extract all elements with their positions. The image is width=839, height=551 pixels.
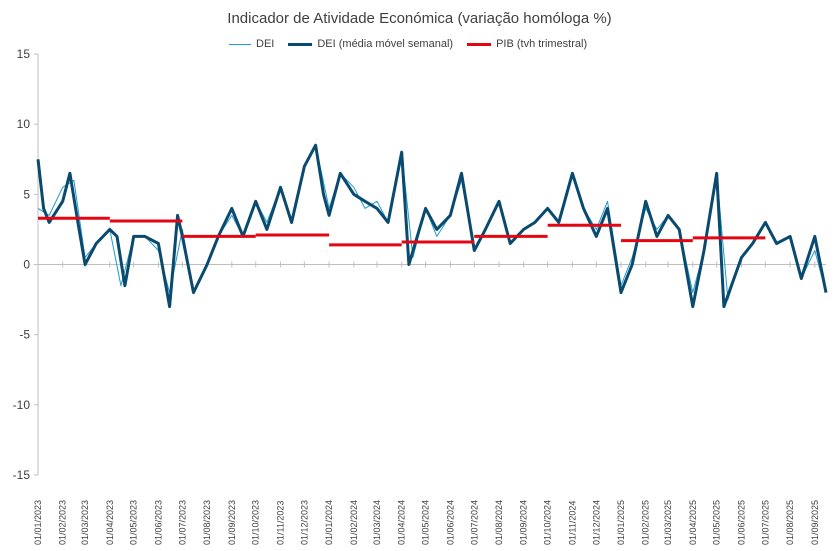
legend-item-dei: DEI bbox=[229, 38, 274, 50]
y-tick-label: -5 bbox=[19, 328, 30, 342]
legend-swatch-dei bbox=[229, 43, 251, 45]
x-tick-label: 01/05/2023 bbox=[129, 500, 139, 545]
chart-legend: DEI DEI (média móvel semanal) PIB (tvh t… bbox=[229, 38, 601, 50]
legend-swatch-dei-media-movel bbox=[288, 42, 313, 46]
y-tick-label: 5 bbox=[23, 187, 30, 201]
series-line-dei-media-movel bbox=[36, 143, 828, 309]
x-tick-label: 01/04/2024 bbox=[397, 500, 407, 545]
x-tick-label: 01/01/2024 bbox=[324, 500, 334, 545]
x-tick-label: 01/09/2023 bbox=[227, 500, 237, 545]
x-tick-label: 01/02/2023 bbox=[58, 500, 68, 545]
y-tick-label: -15 bbox=[13, 468, 31, 482]
x-tick-label: 01/03/2023 bbox=[80, 500, 90, 545]
x-tick-label: 01/05/2025 bbox=[712, 500, 722, 545]
x-tick-label: 01/07/2025 bbox=[760, 500, 770, 545]
x-tick-label: 01/03/2024 bbox=[372, 500, 382, 545]
x-tick-label: 01/11/2023 bbox=[275, 501, 285, 545]
x-tick-label: 01/11/2024 bbox=[567, 501, 577, 545]
y-tick-label: -10 bbox=[13, 398, 31, 412]
chart-title: Indicador de Atividade Económica (variaç… bbox=[227, 10, 612, 27]
legend-label-dei: DEI bbox=[256, 38, 275, 50]
x-tick-label: 01/10/2024 bbox=[543, 500, 553, 545]
x-tick-label: 01/04/2023 bbox=[105, 500, 115, 545]
x-tick-label: 01/01/2023 bbox=[33, 500, 43, 545]
y-tick-label: 10 bbox=[17, 117, 31, 131]
legend-item-pib: PIB (tvh trimestral) bbox=[467, 38, 587, 50]
x-tick-label: 01/08/2025 bbox=[785, 500, 795, 545]
x-tick-label: 01/06/2023 bbox=[153, 500, 163, 545]
x-tick-label: 01/09/2025 bbox=[810, 500, 820, 545]
x-tick-label: 01/08/2024 bbox=[494, 500, 504, 545]
x-tick-label: 01/08/2023 bbox=[202, 500, 212, 545]
x-tick-label: 01/02/2024 bbox=[349, 500, 359, 545]
x-tick-label: 01/12/2024 bbox=[591, 500, 601, 545]
legend-label-dei-media-movel: DEI (média móvel semanal) bbox=[317, 38, 454, 50]
x-tick-label: 01/07/2024 bbox=[469, 500, 479, 545]
x-tick-label: 01/01/2025 bbox=[616, 500, 626, 545]
x-tick-label: 01/09/2024 bbox=[519, 500, 529, 545]
x-tick-label: 01/04/2025 bbox=[688, 500, 698, 545]
x-tick-label: 01/03/2025 bbox=[663, 500, 673, 545]
y-tick-label: 15 bbox=[17, 47, 31, 61]
series-line-dei bbox=[37, 144, 827, 301]
x-tick-label: 01/07/2023 bbox=[177, 500, 187, 545]
legend-swatch-pib bbox=[467, 42, 492, 46]
x-tick-label: 01/05/2024 bbox=[421, 500, 431, 545]
legend-item-dei-media-movel: DEI (média móvel semanal) bbox=[288, 38, 453, 50]
x-tick-label: 01/12/2023 bbox=[299, 500, 309, 545]
legend-label-pib: PIB (tvh trimestral) bbox=[496, 38, 588, 50]
x-tick-label: 01/10/2023 bbox=[251, 500, 261, 545]
x-tick-label: 01/02/2025 bbox=[641, 500, 651, 545]
y-tick-label: 0 bbox=[23, 258, 30, 272]
x-tick-label: 01/06/2025 bbox=[736, 500, 746, 545]
x-tick-label: 01/06/2024 bbox=[445, 500, 455, 545]
